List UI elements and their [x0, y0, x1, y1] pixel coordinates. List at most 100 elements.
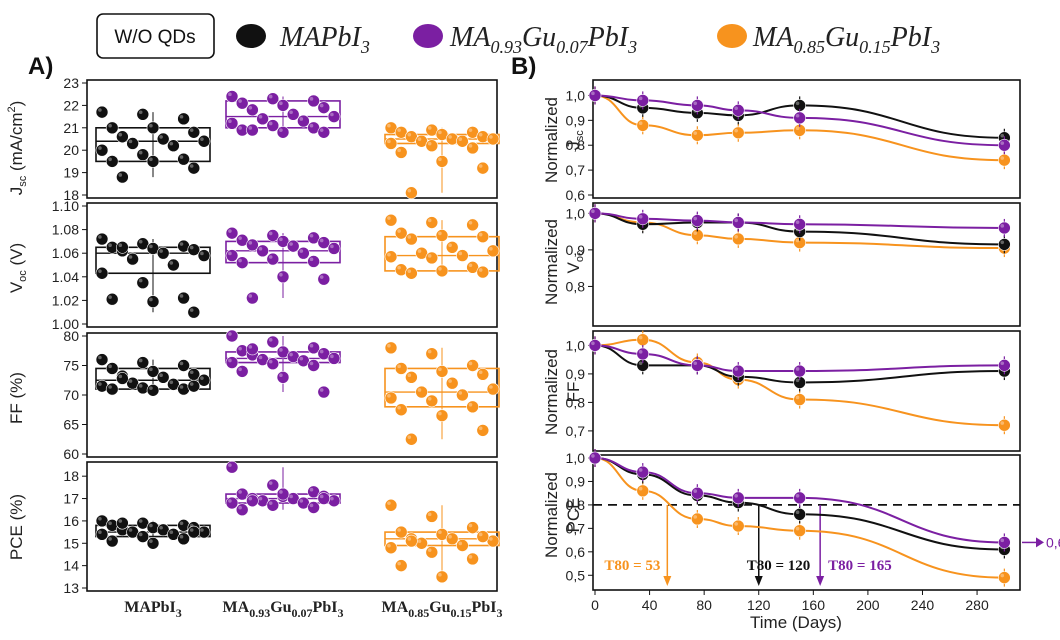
point-ma0-85gu0-15pbi3-shine — [468, 361, 473, 366]
t80-arrow-head — [663, 576, 672, 586]
point-mapbi3 — [187, 161, 201, 175]
point-ma0-85gu0-15pbi3 — [476, 161, 490, 175]
point-ma0-85gu0-15pbi3-shine — [438, 411, 442, 416]
point-mapbi3 — [146, 521, 160, 534]
y-tick-label: 20 — [63, 142, 79, 158]
point-ma0-93gu0-07pbi3 — [588, 339, 602, 352]
point-ma0-93gu0-07pbi3-shine — [238, 99, 242, 103]
point-ma0-93gu0-07pbi3 — [235, 365, 249, 378]
y-tick-label: 0,8 — [566, 497, 586, 513]
point-ma0-93gu0-07pbi3-shine — [228, 119, 232, 124]
point-ma0-85gu0-15pbi3 — [456, 249, 469, 262]
point-mapbi3-shine — [138, 278, 143, 283]
point-ma0-93gu0-07pbi3-shine — [238, 505, 242, 510]
point-ma0-85gu0-15pbi3 — [425, 394, 439, 408]
point-ma0-93gu0-07pbi3-shine — [279, 373, 283, 378]
point-ma0-93gu0-07pbi3 — [266, 357, 280, 371]
y-tick-label: 1,0 — [566, 450, 586, 466]
point-ma0-93gu0-07pbi3-shine — [795, 113, 800, 118]
point-ma0-93gu0-07pbi3 — [588, 451, 602, 465]
point-ma0-85gu0-15pbi3-shine — [638, 486, 643, 491]
point-ma0-93gu0-07pbi3-shine — [795, 493, 800, 498]
point-mapbi3 — [95, 232, 109, 246]
point-ma0-85gu0-15pbi3-shine — [448, 534, 452, 539]
point-ma0-93gu0-07pbi3-shine — [319, 128, 324, 132]
point-ma0-85gu0-15pbi3-shine — [387, 123, 391, 128]
point-ma0-85gu0-15pbi3 — [384, 541, 398, 555]
point-ma0-85gu0-15pbi3-shine — [387, 252, 391, 257]
point-mapbi3-shine — [169, 261, 174, 265]
point-mapbi3 — [95, 143, 109, 157]
t80-label: T80 = 165 — [828, 558, 892, 574]
point-mapbi3 — [197, 249, 211, 262]
point-ma0-93gu0-07pbi3-shine — [309, 343, 314, 348]
point-mapbi3-shine — [795, 510, 800, 514]
point-ma0-93gu0-07pbi3-shine — [279, 237, 283, 242]
point-ma0-85gu0-15pbi3 — [384, 341, 398, 355]
point-ma0-93gu0-07pbi3-shine — [289, 494, 293, 499]
point-ma0-85gu0-15pbi3 — [466, 261, 479, 274]
x-tick-label: 240 — [911, 597, 935, 613]
point-mapbi3-shine — [98, 146, 102, 150]
point-ma0-93gu0-07pbi3 — [297, 354, 310, 368]
point-ma0-93gu0-07pbi3-shine — [309, 361, 314, 366]
point-mapbi3 — [116, 241, 129, 254]
category-label-gu007: MA0.93Gu0.07PbI3 — [223, 599, 344, 620]
point-ma0-85gu0-15pbi3-shine — [427, 141, 432, 146]
point-mapbi3 — [177, 112, 190, 126]
y-tick-label: 1.10 — [52, 198, 79, 214]
point-mapbi3 — [136, 148, 150, 161]
wo-qds-box — [96, 13, 215, 59]
y-tick-label: 18 — [63, 468, 79, 484]
x-tick-label: 40 — [642, 597, 658, 613]
point-ma0-85gu0-15pbi3 — [456, 388, 469, 402]
point-ma0-93gu0-07pbi3-shine — [1000, 538, 1005, 543]
point-ma0-93gu0-07pbi3-shine — [795, 367, 800, 371]
point-ma0-93gu0-07pbi3 — [276, 270, 290, 284]
point-ma0-85gu0-15pbi3-shine — [417, 388, 422, 392]
point-mapbi3-shine — [189, 370, 194, 375]
point-ma0-93gu0-07pbi3 — [286, 239, 300, 253]
point-mapbi3-shine — [108, 521, 112, 526]
point-ma0-93gu0-07pbi3 — [266, 335, 280, 349]
point-ma0-85gu0-15pbi3-shine — [478, 532, 483, 537]
point-ma0-93gu0-07pbi3 — [998, 221, 1011, 235]
point-ma0-93gu0-07pbi3-shine — [319, 103, 324, 108]
point-ma0-85gu0-15pbi3-shine — [438, 231, 442, 236]
point-ma0-85gu0-15pbi3-shine — [387, 343, 391, 348]
point-ma0-85gu0-15pbi3-shine — [458, 391, 463, 395]
point-ma0-85gu0-15pbi3-shine — [638, 335, 643, 340]
point-ma0-85gu0-15pbi3-shine — [458, 137, 463, 141]
point-ma0-93gu0-07pbi3 — [793, 217, 806, 231]
point-mapbi3-shine — [108, 295, 112, 299]
point-ma0-85gu0-15pbi3-shine — [468, 263, 473, 268]
point-ma0-85gu0-15pbi3-shine — [478, 268, 483, 272]
point-mapbi3 — [126, 137, 139, 150]
point-ma0-85gu0-15pbi3 — [476, 424, 490, 437]
point-ma0-85gu0-15pbi3 — [384, 213, 398, 227]
point-mapbi3 — [95, 105, 109, 119]
point-ma0-85gu0-15pbi3-shine — [397, 561, 401, 566]
legend-label-gu015: MA0.85Gu0.15PbI3 — [752, 22, 940, 57]
plot-frame — [592, 79, 1021, 199]
point-ma0-93gu0-07pbi3-shine — [258, 114, 263, 119]
point-ma0-85gu0-15pbi3 — [636, 333, 650, 347]
point-ma0-85gu0-15pbi3-shine — [693, 131, 698, 135]
point-ma0-85gu0-15pbi3 — [405, 266, 418, 280]
point-ma0-93gu0-07pbi3 — [307, 359, 320, 372]
point-mapbi3 — [136, 530, 150, 543]
point-mapbi3-shine — [138, 239, 143, 244]
point-mapbi3 — [105, 534, 119, 548]
point-ma0-93gu0-07pbi3-shine — [591, 341, 595, 346]
point-mapbi3 — [126, 252, 139, 266]
point-ma0-93gu0-07pbi3-shine — [309, 257, 314, 262]
point-ma0-93gu0-07pbi3-shine — [279, 128, 283, 132]
point-ma0-93gu0-07pbi3 — [307, 94, 320, 108]
point-ma0-85gu0-15pbi3 — [445, 376, 459, 390]
point-mapbi3-shine — [149, 123, 153, 128]
point-ma0-93gu0-07pbi3-shine — [268, 338, 273, 342]
point-mapbi3 — [136, 237, 150, 251]
point-ma0-85gu0-15pbi3-shine — [397, 229, 401, 233]
point-mapbi3-shine — [149, 523, 153, 528]
